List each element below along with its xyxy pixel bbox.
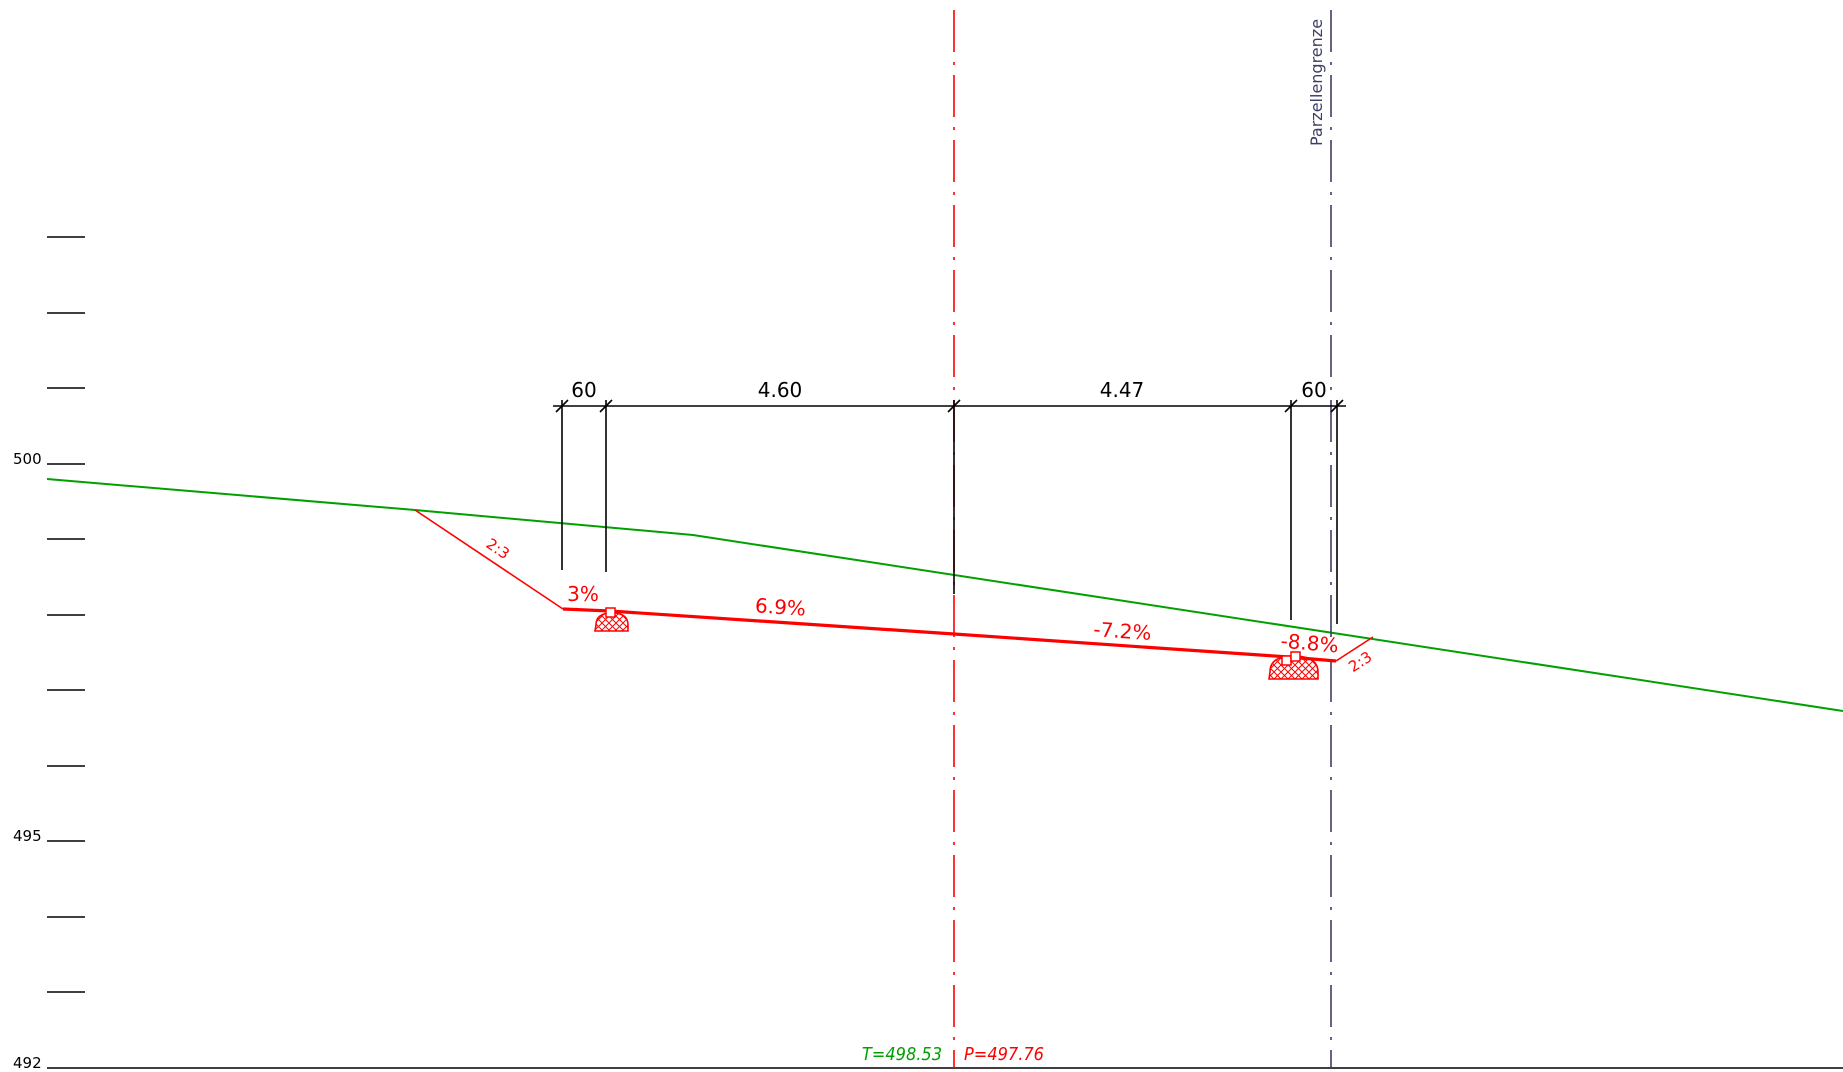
dimension-right-ditch: 60 [1301, 378, 1326, 402]
elevation-label-495: 495 [13, 827, 42, 845]
dimension-tick [947, 399, 961, 413]
terrain-height-label: T=498.53 [862, 1044, 942, 1065]
terrain-line [46, 478, 1843, 712]
dimension-tick [555, 399, 569, 413]
drain-pipe-right [1268, 651, 1319, 680]
drain-pipe-left [594, 607, 629, 632]
dimension-left-lane: 4.60 [758, 378, 803, 402]
embankment-left [414, 509, 564, 610]
elevation-scale [47, 236, 1843, 1069]
parcel-boundary-label: Parzellengrenze [1307, 19, 1326, 146]
dimension-left-ditch: 60 [571, 378, 596, 402]
slope-left-ditch: 3% [567, 582, 599, 606]
project-height-label: P=497.76 [964, 1044, 1044, 1065]
dimension-right-lane: 4.47 [1100, 378, 1145, 402]
dimension-tick [1284, 399, 1298, 413]
slope-right-ditch: -8.8% [1280, 629, 1340, 658]
dimension-tick [599, 399, 613, 413]
dimension-chain [553, 399, 1346, 624]
elevation-label-492: 492 [13, 1054, 42, 1072]
road-profile [562, 607, 1337, 663]
elevation-label-500: 500 [13, 450, 42, 468]
dimension-tick [1330, 399, 1344, 413]
slope-left-lane: 6.9% [754, 593, 806, 620]
slope-right-lane: -7.2% [1093, 617, 1153, 645]
embankment-right [1335, 636, 1374, 662]
